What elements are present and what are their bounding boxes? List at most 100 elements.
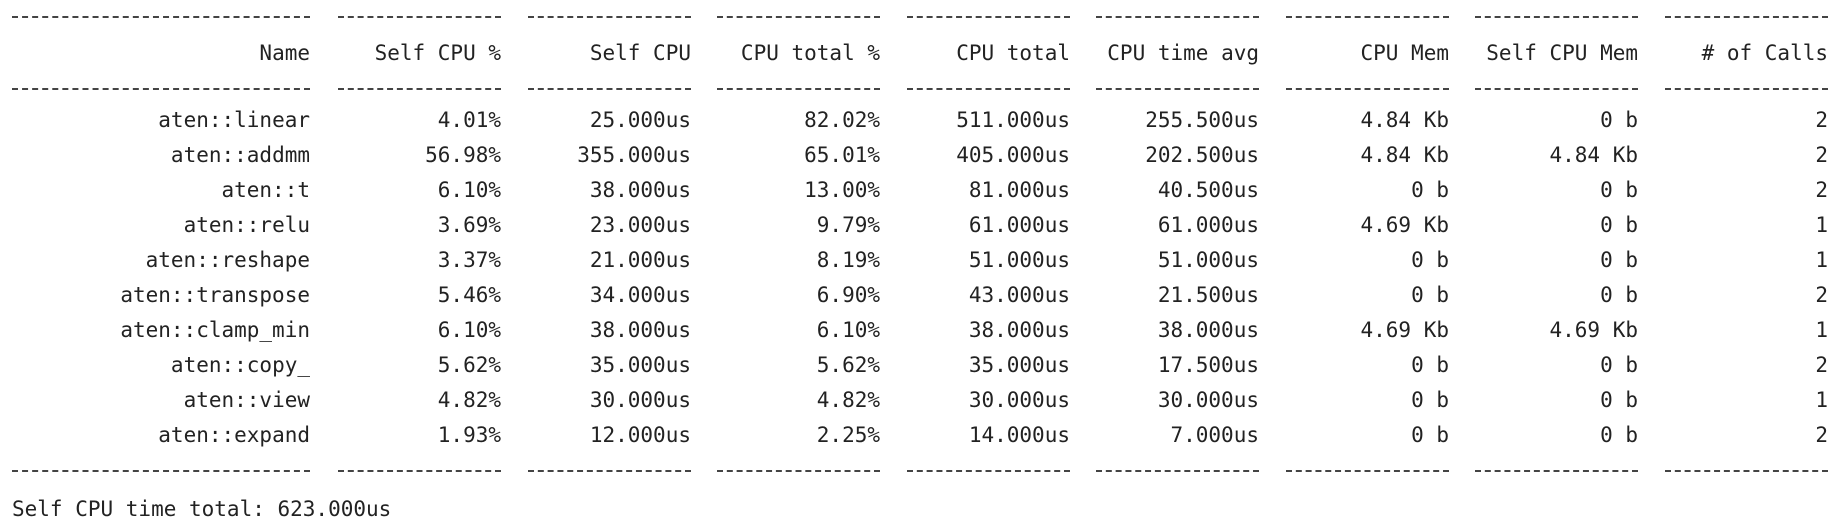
cpu-mem: 0 b <box>1411 283 1449 307</box>
cpu-time-avg: 255.500us <box>1145 108 1259 132</box>
self-cpu: 25.000us <box>589 108 691 132</box>
separator-dash <box>1665 470 1828 472</box>
num-calls: 1 <box>1815 248 1828 272</box>
separator-dash <box>1665 16 1828 18</box>
table-row: aten::relu 3.69% 23.000us 9.79% 61.000us… <box>0 210 1844 240</box>
op-name: aten::expand <box>158 423 310 447</box>
separator-dash <box>1475 16 1638 18</box>
self-cpu-mem: 0 b <box>1600 353 1638 377</box>
op-name: aten::clamp_min <box>120 318 310 342</box>
self-cpu-time-total: Self CPU time total: 623.000us <box>12 497 392 521</box>
cpu-total-pct: 5.62% <box>816 353 880 377</box>
separator-dash <box>12 470 310 472</box>
separator-dash <box>528 16 691 18</box>
separator-dash <box>12 88 310 90</box>
separator-dash <box>907 16 1070 18</box>
cpu-mem: 0 b <box>1411 423 1449 447</box>
cpu-total: 35.000us <box>968 353 1070 377</box>
separator-dash <box>338 88 501 90</box>
separator-dash <box>717 16 880 18</box>
cpu-time-avg: 51.000us <box>1157 248 1259 272</box>
cpu-total: 511.000us <box>956 108 1070 132</box>
self-cpu-mem: 0 b <box>1600 248 1638 272</box>
cpu-time-avg: 21.500us <box>1157 283 1259 307</box>
cpu-time-avg: 38.000us <box>1157 318 1259 342</box>
self-cpu: 38.000us <box>589 318 691 342</box>
column-header-cpu-time-avg: CPU time avg <box>1107 41 1259 65</box>
cpu-total: 43.000us <box>968 283 1070 307</box>
cpu-total: 30.000us <box>968 388 1070 412</box>
separator-dash <box>717 88 880 90</box>
num-calls: 1 <box>1815 388 1828 412</box>
self-cpu-mem: 0 b <box>1600 283 1638 307</box>
separator-dash <box>1665 88 1828 90</box>
self-cpu: 23.000us <box>589 213 691 237</box>
self-cpu-mem: 0 b <box>1600 213 1638 237</box>
self-cpu-mem: 4.69 Kb <box>1549 318 1638 342</box>
cpu-mem: 4.69 Kb <box>1360 318 1449 342</box>
num-calls: 2 <box>1815 108 1828 132</box>
self-cpu-mem: 0 b <box>1600 388 1638 412</box>
table-row: aten::addmm 56.98% 355.000us 65.01% 405.… <box>0 140 1844 170</box>
column-header-name: Name <box>259 41 310 65</box>
table-row: aten::linear 4.01% 25.000us 82.02% 511.0… <box>0 105 1844 135</box>
separator-dash <box>12 16 310 18</box>
separator-dash <box>907 470 1070 472</box>
separator-dash <box>1475 470 1638 472</box>
cpu-total-pct: 6.90% <box>816 283 880 307</box>
cpu-time-avg: 40.500us <box>1157 178 1259 202</box>
table-row: aten::clamp_min 6.10% 38.000us 6.10% 38.… <box>0 315 1844 345</box>
cpu-total-pct: 4.82% <box>816 388 880 412</box>
cpu-total-pct: 2.25% <box>816 423 880 447</box>
cpu-mem: 0 b <box>1411 353 1449 377</box>
cpu-total: 51.000us <box>968 248 1070 272</box>
separator-dash <box>338 470 501 472</box>
num-calls: 1 <box>1815 213 1828 237</box>
op-name: aten::reshape <box>145 248 310 272</box>
cpu-total-pct: 8.19% <box>816 248 880 272</box>
table-row: aten::view 4.82% 30.000us 4.82% 30.000us… <box>0 385 1844 415</box>
table-row: aten::expand 1.93% 12.000us 2.25% 14.000… <box>0 420 1844 450</box>
self-cpu: 21.000us <box>589 248 691 272</box>
cpu-time-avg: 7.000us <box>1170 423 1259 447</box>
separator-dash <box>907 88 1070 90</box>
op-name: aten::t <box>221 178 310 202</box>
cpu-time-avg: 61.000us <box>1157 213 1259 237</box>
self-cpu-pct: 3.69% <box>437 213 501 237</box>
op-name: aten::addmm <box>170 143 310 167</box>
cpu-time-avg: 30.000us <box>1157 388 1259 412</box>
separator-dash <box>1286 88 1449 90</box>
cpu-time-avg: 17.500us <box>1157 353 1259 377</box>
table-row: aten::t 6.10% 38.000us 13.00% 81.000us 4… <box>0 175 1844 205</box>
cpu-mem: 4.84 Kb <box>1360 108 1449 132</box>
separator-dash <box>1096 470 1259 472</box>
self-cpu-pct: 4.82% <box>437 388 501 412</box>
cpu-total-pct: 9.79% <box>816 213 880 237</box>
bottom-separator <box>0 456 1844 486</box>
cpu-total: 14.000us <box>968 423 1070 447</box>
table-row: aten::copy_ 5.62% 35.000us 5.62% 35.000u… <box>0 350 1844 380</box>
self-cpu-pct: 6.10% <box>437 318 501 342</box>
self-cpu: 35.000us <box>589 353 691 377</box>
op-name: aten::view <box>183 388 310 412</box>
op-name: aten::copy_ <box>170 353 310 377</box>
num-calls: 2 <box>1815 178 1828 202</box>
cpu-total: 81.000us <box>968 178 1070 202</box>
self-cpu-pct: 5.46% <box>437 283 501 307</box>
top-separator <box>0 2 1844 32</box>
self-cpu-mem: 0 b <box>1600 423 1638 447</box>
column-header-self-cpu-pct: Self CPU % <box>374 41 501 65</box>
header-separator <box>0 74 1844 104</box>
cpu-total: 405.000us <box>956 143 1070 167</box>
self-cpu: 34.000us <box>589 283 691 307</box>
separator-dash <box>1096 16 1259 18</box>
self-cpu-pct: 5.62% <box>437 353 501 377</box>
column-header-cpu-total-pct: CPU total % <box>740 41 880 65</box>
self-cpu: 12.000us <box>589 423 691 447</box>
num-calls: 2 <box>1815 423 1828 447</box>
cpu-mem: 0 b <box>1411 248 1449 272</box>
self-cpu-mem: 4.84 Kb <box>1549 143 1638 167</box>
self-cpu: 30.000us <box>589 388 691 412</box>
self-cpu-mem: 0 b <box>1600 108 1638 132</box>
self-cpu: 38.000us <box>589 178 691 202</box>
